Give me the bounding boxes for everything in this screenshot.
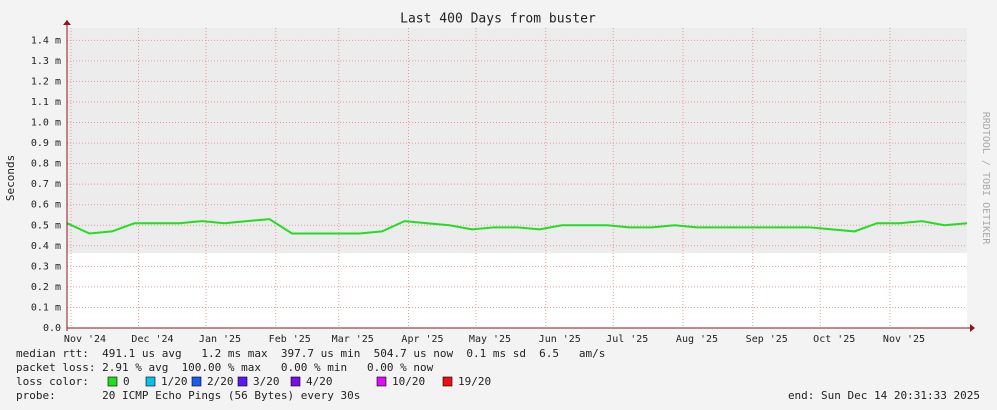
median-line [66, 218, 968, 235]
legend-label: 2/20 [207, 375, 234, 388]
legend-label: 3/20 [253, 375, 280, 388]
x-tick-label: Jan '25 [199, 334, 241, 345]
y-tick-label: 0.0 [43, 323, 61, 334]
y-tick-label: 0.6 m [31, 200, 61, 211]
x-tick-label: May '25 [469, 334, 511, 345]
x-tick-label: Apr '25 [401, 334, 443, 345]
legend-swatch [376, 376, 387, 387]
legend-swatch [237, 376, 248, 387]
x-tick-label: Sep '25 [746, 334, 788, 345]
y-tick-label: 1.2 m [31, 76, 61, 87]
legend-label: 19/20 [458, 375, 491, 388]
smoke-band [67, 28, 967, 253]
y-axis-label: Seconds [4, 155, 17, 201]
legend-swatch [191, 376, 202, 387]
x-tick-label: Jun '25 [539, 334, 581, 345]
chart-title: Last 400 Days from buster [400, 12, 596, 27]
x-tick-label: Nov '24 [64, 334, 106, 345]
y-tick-label: 0.2 m [31, 282, 61, 293]
legend-swatch [290, 376, 301, 387]
legend-label: 10/20 [392, 375, 425, 388]
y-tick-label: 1.3 m [31, 56, 61, 67]
x-tick-label: Nov '25 [883, 334, 925, 345]
y-tick-label: 1.0 m [31, 118, 61, 129]
grid [67, 28, 967, 329]
y-tick-label: 0.9 m [31, 138, 61, 149]
watermark: RRDTOOL / TOBI OETIKER [980, 112, 991, 245]
x-tick-label: Mar '25 [332, 334, 374, 345]
y-tick-label: 0.5 m [31, 220, 61, 231]
legend: 0 1/20 2/20 3/20 4/20 10/20 19/20 [107, 375, 491, 388]
end-note: end: Sun Dec 14 20:31:33 2025 [788, 389, 980, 402]
y-tick-label: 0.7 m [31, 179, 61, 190]
x-tick-label: Jul '25 [606, 334, 648, 345]
x-arrow [970, 324, 975, 332]
legend-label: 0 [123, 375, 130, 388]
y-tick-label: 0.1 m [31, 302, 61, 313]
x-tick-label: Aug '25 [676, 334, 718, 345]
y-tick-label: 0.3 m [31, 261, 61, 272]
loss-label: loss color: [16, 375, 89, 388]
x-tick-label: Oct '25 [813, 334, 855, 345]
probe-note: probe: 20 ICMP Echo Pings (56 Bytes) eve… [16, 389, 360, 402]
legend-swatch [107, 376, 118, 387]
legend-label: 1/20 [161, 375, 188, 388]
x-tick-label: Dec '24 [131, 334, 173, 345]
loss-note: packet loss: 2.91 % avg 100.00 % max 0.0… [16, 361, 434, 374]
y-tick-label: 1.4 m [31, 35, 61, 46]
legend-label: 4/20 [306, 375, 333, 388]
legend-swatch [442, 376, 453, 387]
y-tick-label: 1.1 m [31, 97, 61, 108]
marks [66, 218, 968, 235]
y-arrow [63, 20, 71, 25]
legend-swatch [145, 376, 156, 387]
y-tick-label: 0.8 m [31, 159, 61, 170]
y-tick-label: 0.4 m [31, 241, 61, 252]
median-note: median rtt: 491.1 us avg 1.2 ms max 397.… [16, 347, 605, 360]
x-tick-label: Feb '25 [269, 334, 311, 345]
